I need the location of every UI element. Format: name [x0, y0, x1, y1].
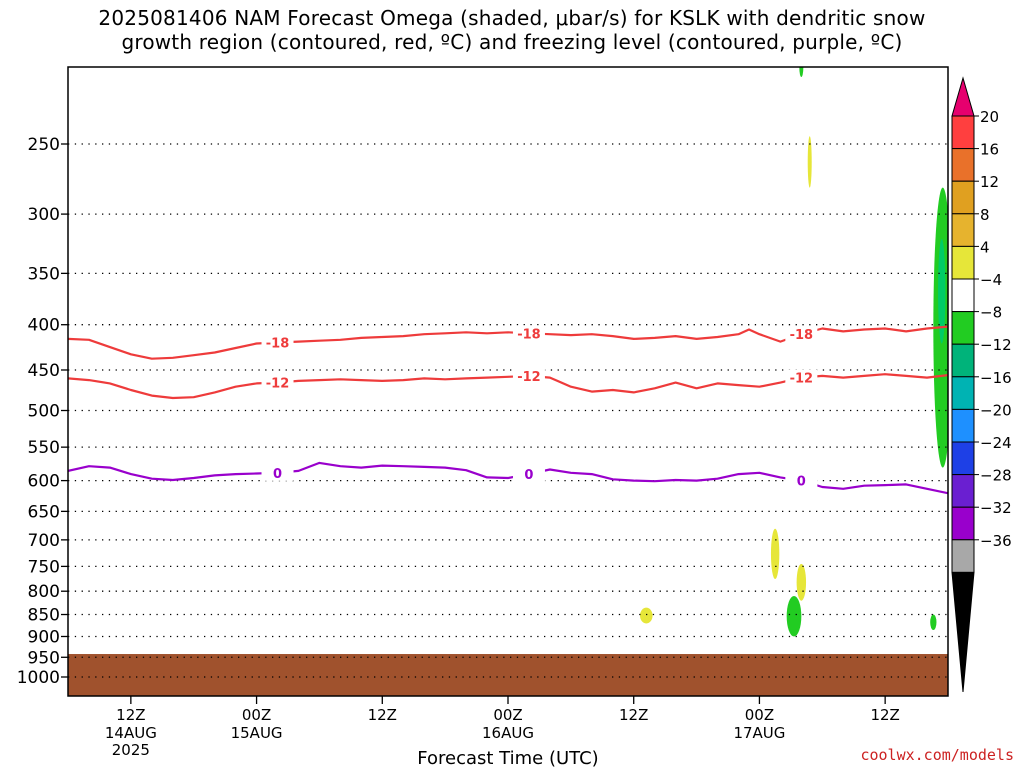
colorbar-label: 12: [980, 173, 999, 191]
colorbar-swatch: [951, 376, 975, 410]
terrain-fill: [68, 654, 948, 696]
colorbar-swatch: [951, 148, 975, 182]
colorbar-swatch: [951, 278, 975, 313]
colorbar-swatch: [951, 180, 975, 215]
contour-label-0: 0: [524, 468, 533, 483]
colorbar-swatch: [951, 213, 975, 247]
colorbar-swatch: [951, 115, 975, 150]
plot-area: -18 -18 -18 -12 -12 -12 0 0 0: [68, 67, 948, 696]
omega-shade-7: [938, 238, 946, 344]
colorbar-label: 8: [980, 206, 990, 224]
colorbar-label: −24: [980, 434, 1012, 452]
colorbar-label: −8: [980, 304, 1002, 322]
colorbar-label: −12: [980, 336, 1012, 354]
y-tick-label: 400: [28, 316, 60, 336]
y-tick-label: 750: [28, 557, 60, 577]
colorbar-label: −4: [980, 271, 1002, 289]
y-tick-label: 1000: [17, 668, 60, 688]
contour-label--12: -12: [790, 372, 814, 387]
colorbar-bottom-arrow: [951, 571, 975, 693]
colorbar-swatch: [951, 311, 975, 345]
omega-shade-0: [770, 528, 780, 579]
colorbar-swatch: [951, 245, 975, 280]
y-tick-label: 350: [28, 264, 60, 284]
y-tick-label: 650: [28, 502, 60, 522]
y-tick-label: 800: [28, 582, 60, 602]
x-axis-label: Forecast Time (UTC): [417, 748, 598, 768]
colorbar-label: −16: [980, 369, 1012, 387]
x-tick-label: 00Z: [745, 706, 774, 724]
contour-label--18: -18: [517, 327, 541, 342]
y-tick-label: 950: [28, 648, 60, 668]
colorbar-swatch: [951, 506, 975, 541]
x-tick-year-label: 2025: [112, 741, 150, 759]
x-tick-label: 00Z: [493, 706, 522, 724]
y-tick-label: 250: [28, 135, 60, 155]
y-tick-label: 500: [28, 402, 60, 422]
x-tick-label: 12Z: [870, 706, 899, 724]
y-tick-label: 550: [28, 438, 60, 458]
colorbar-label: 20: [980, 108, 999, 126]
y-tick-label: 300: [28, 205, 60, 225]
contour-label-0: 0: [273, 467, 282, 482]
x-tick-label: 12Z: [619, 706, 648, 724]
x-tick-date-label: 14AUG: [105, 724, 157, 742]
colorbar-swatch: [951, 441, 975, 476]
colorbar-top-arrow: [951, 76, 975, 117]
x-tick-label: 00Z: [242, 706, 271, 724]
x-tick-date-label: 15AUG: [231, 724, 283, 742]
x-tick-date-label: 16AUG: [482, 724, 534, 742]
y-tick-label: 850: [28, 606, 60, 626]
contour-label--12: -12: [266, 377, 290, 392]
colorbar-swatch: [951, 408, 975, 443]
colorbar-label: −32: [980, 499, 1012, 517]
source-credit: coolwx.com/models: [860, 746, 1014, 764]
colorbar-label: −36: [980, 532, 1012, 550]
colorbar-label: 4: [980, 238, 990, 256]
colorbar-label: −28: [980, 467, 1012, 485]
colorbar-swatch: [951, 539, 975, 573]
y-tick-label: 700: [28, 531, 60, 551]
omega-shade-3: [807, 136, 812, 188]
x-tick-date-label: 17AUG: [733, 724, 785, 742]
colorbar-label: −20: [980, 401, 1012, 419]
colorbar-swatch: [951, 474, 975, 508]
y-tick-label: 900: [28, 627, 60, 647]
x-tick-label: 12Z: [116, 706, 145, 724]
omega-shade-1: [796, 563, 807, 601]
omega-shade-2: [640, 607, 653, 624]
omega-shade-5: [930, 614, 937, 631]
colorbar-label: 16: [980, 141, 999, 159]
omega-shade-8: [799, 67, 804, 77]
y-tick-label: 600: [28, 472, 60, 492]
colorbar-swatch: [951, 343, 975, 378]
chart-title: 2025081406 NAM Forecast Omega (shaded, μ…: [98, 6, 926, 54]
x-tick-label: 12Z: [368, 706, 397, 724]
contour-label--18: -18: [266, 337, 290, 352]
contour-label--12: -12: [517, 370, 541, 385]
y-tick-label: 450: [28, 361, 60, 381]
contour-label-0: 0: [797, 475, 806, 490]
omega-shade-4: [786, 595, 802, 637]
contour-label--18: -18: [790, 328, 814, 343]
